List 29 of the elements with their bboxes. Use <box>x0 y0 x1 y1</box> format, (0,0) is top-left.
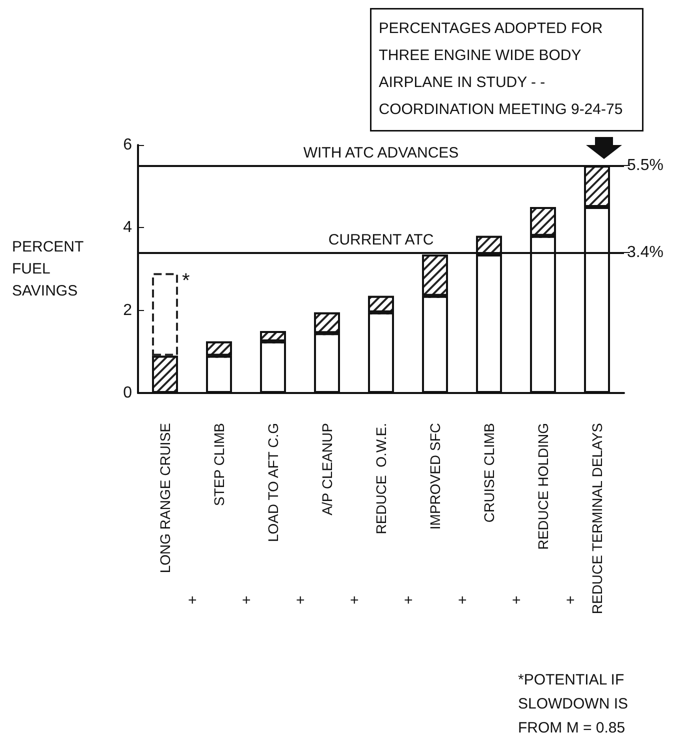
x-tick-label: CRUISE CLIMB <box>481 423 497 523</box>
y2-tick-label: 5.5% <box>627 157 664 174</box>
text: + <box>188 592 197 609</box>
text: + <box>512 592 521 609</box>
annotation: * <box>182 270 190 292</box>
x-tick-label: STEP CLIMB <box>211 423 227 506</box>
y2-tick-label: 3.4% <box>627 244 664 261</box>
x-tick-label: REDUCE TERMINAL DELAYS <box>589 423 605 614</box>
text: + <box>350 592 359 609</box>
y-tick-label: 6 <box>123 136 132 154</box>
text: *POTENTIAL IF SLOWDOWN IS FROM M = 0.85 <box>518 672 632 736</box>
y-axis-title: PERCENT FUEL SAVINGS <box>12 238 88 300</box>
ref-line-label: CURRENT ATC <box>328 231 434 248</box>
x-tick-label: REDUCE HOLDING <box>535 423 551 550</box>
x-tick-label: REDUCE O.W.E. <box>373 423 389 534</box>
x-tick-label: LONG RANGE CRUISE <box>157 423 173 574</box>
text: + <box>458 592 467 609</box>
text: PERCENTAGES ADOPTED FOR THREE ENGINE WIDE BODY AIRPLANE IN STUDY - - COORDINATION MEETING 9-24-75 <box>378 20 623 118</box>
y-tick-label: 4 <box>123 219 132 236</box>
text: + <box>242 592 251 609</box>
x-tick-label: A/P CLEANUP <box>319 423 335 516</box>
y-tick-label: 0 <box>123 384 132 402</box>
text: + <box>404 592 413 609</box>
text: + <box>566 592 575 609</box>
ref-line-label: WITH ATC ADVANCES <box>303 144 459 162</box>
x-tick-label: IMPROVED SFC <box>427 423 443 530</box>
text: + <box>296 592 305 609</box>
x-tick-label: LOAD TO AFT C.G <box>265 423 281 542</box>
y-tick-label: 2 <box>123 302 132 319</box>
